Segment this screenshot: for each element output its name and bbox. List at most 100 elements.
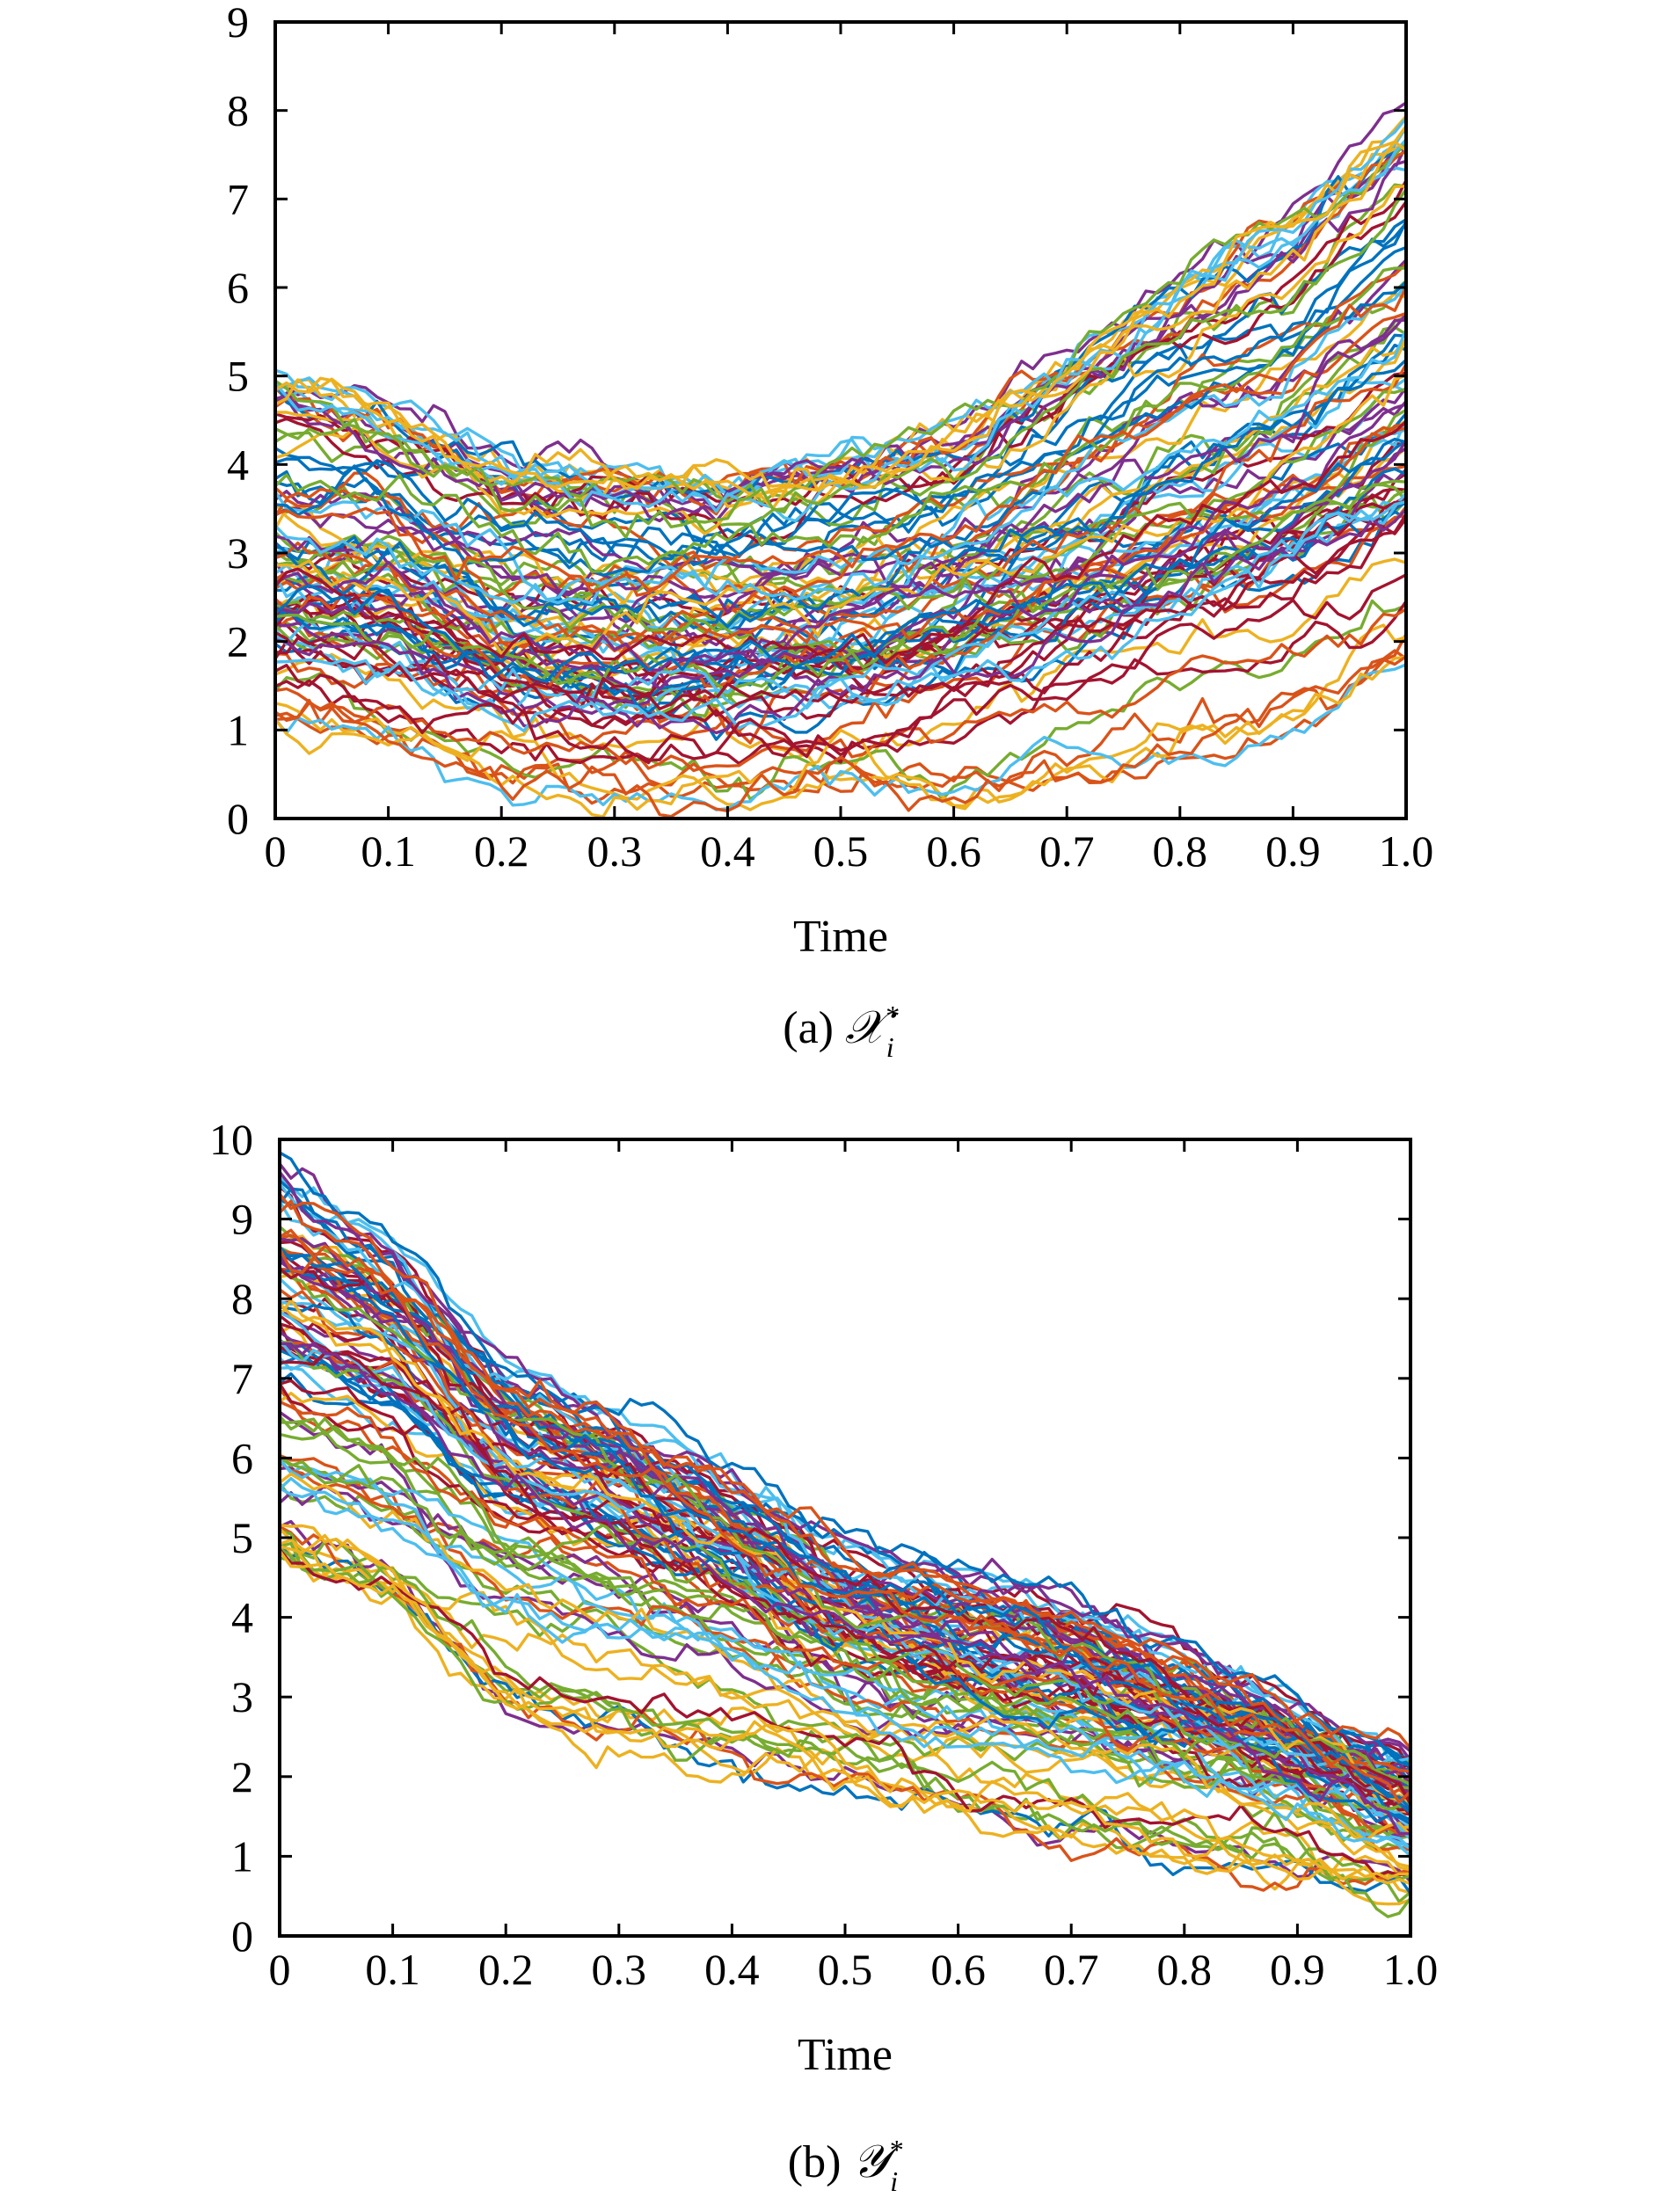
- sample-path-line: [278, 1472, 1412, 1843]
- x-tick-label: 0.4: [704, 1945, 760, 1994]
- panel-a-x-axis-title: Time: [793, 912, 888, 962]
- sample-path-line: [278, 1547, 1412, 1878]
- sample-path-line: [273, 608, 1408, 773]
- y-tick-label: 2: [227, 617, 249, 666]
- y-tick-label: 4: [231, 1593, 253, 1642]
- sample-path-line: [273, 159, 1408, 523]
- panel-b-axes: 0 0.1 0.2 0.3 0.4 0.5 0.6 0.7 0.8 0.9 1.0 0 1 2 3 4 5 6 7 8…: [209, 1115, 1438, 1994]
- sample-path-line: [273, 141, 1408, 505]
- sample-path-line: [278, 1151, 1412, 1768]
- x-tick-label: 0.1: [365, 1945, 420, 1994]
- sample-path-line: [278, 1182, 1412, 1770]
- sample-path-line: [273, 222, 1408, 566]
- y-tick-label: 3: [231, 1672, 253, 1721]
- x-tick-label: 0.3: [592, 1945, 647, 1994]
- sample-path-line: [273, 116, 1408, 499]
- sample-path-line: [273, 437, 1408, 684]
- sample-path-line: [273, 573, 1408, 765]
- sample-path-line: [278, 1533, 1412, 1886]
- y-tick-label: 1: [231, 1831, 253, 1881]
- y-tick-label: 6: [227, 263, 249, 312]
- y-tick-label: 5: [227, 352, 249, 401]
- sample-path-line: [278, 1268, 1412, 1786]
- sample-path-line: [278, 1351, 1412, 1805]
- sample-path-line: [273, 217, 1408, 558]
- sample-path-line: [273, 479, 1408, 694]
- sample-path-line: [273, 419, 1408, 665]
- sample-path-line: [273, 200, 1408, 547]
- x-tick-label: 0.8: [1157, 1945, 1213, 1994]
- sample-path-line: [273, 126, 1408, 497]
- x-tick-label: 0.2: [478, 1945, 534, 1994]
- y-tick-label: 9: [231, 1195, 253, 1244]
- sample-path-line: [273, 183, 1408, 535]
- sample-path-line: [278, 1487, 1412, 1841]
- y-tick-label: 7: [231, 1354, 253, 1403]
- sample-path-line: [273, 328, 1408, 605]
- sample-path-line: [273, 468, 1408, 715]
- sample-path-line: [278, 1549, 1412, 1881]
- y-tick-label: 0: [231, 1911, 253, 1961]
- sample-path-line: [278, 1400, 1412, 1837]
- sample-path-line: [278, 1170, 1412, 1753]
- sample-path-line: [273, 286, 1408, 593]
- sample-path-line: [273, 124, 1408, 498]
- x-tick-label: 0.9: [1270, 1945, 1325, 1994]
- x-tick-label: 0.5: [813, 826, 869, 876]
- sample-path-line: [278, 1430, 1412, 1813]
- y-tick-label: 2: [231, 1752, 253, 1801]
- y-tick-label: 7: [227, 174, 249, 223]
- x-tick-label: 0.7: [1039, 826, 1095, 876]
- y-tick-label: 9: [227, 0, 249, 47]
- x-tick-label: 0.3: [587, 826, 643, 876]
- panel-b-caption: (b) 𝒴* i: [788, 2134, 902, 2197]
- x-tick-label: 0.1: [361, 826, 416, 876]
- sample-path-line: [278, 1244, 1412, 1804]
- y-tick-label: 10: [209, 1115, 253, 1164]
- sample-path-line: [273, 600, 1408, 766]
- sample-path-line: [278, 1302, 1412, 1803]
- sample-path-line: [273, 500, 1408, 727]
- y-tick-label: 1: [227, 705, 249, 754]
- sample-path-line: [273, 655, 1408, 819]
- sample-path-line: [273, 266, 1408, 573]
- panel-a-line-series: [273, 101, 1408, 819]
- sample-path-line: [273, 655, 1408, 819]
- sample-path-line: [273, 283, 1408, 601]
- x-tick-label: 0.6: [926, 826, 981, 876]
- panel-a-chart: 0 0.1 0.2 0.3 0.4 0.5 0.6 0.7 0.8 0.9 1.0 0 1 2 3 4 5 6 7 8…: [227, 0, 1433, 962]
- panel-a-caption: (a) 𝒳* i: [783, 1000, 898, 1063]
- sample-path-line: [273, 371, 1408, 619]
- y-tick-label: 5: [231, 1513, 253, 1562]
- x-tick-label: 0.2: [474, 826, 529, 876]
- y-tick-label: 3: [227, 528, 249, 578]
- sample-path-line: [273, 513, 1408, 710]
- sample-path-line: [273, 505, 1408, 745]
- sample-path-line: [278, 1341, 1412, 1836]
- sample-path-line: [273, 362, 1408, 651]
- panel-b-x-axis-title: Time: [798, 2030, 893, 2080]
- y-tick-label: 6: [231, 1433, 253, 1482]
- panel-a-axes: 0 0.1 0.2 0.3 0.4 0.5 0.6 0.7 0.8 0.9 1.0 0 1 2 3 4 5 6 7 8…: [227, 0, 1433, 876]
- x-tick-label: 0.9: [1265, 826, 1321, 876]
- sample-path-line: [273, 663, 1408, 811]
- y-tick-label: 4: [227, 440, 249, 489]
- y-tick-label: 8: [231, 1274, 253, 1323]
- x-tick-label: 0.4: [700, 826, 755, 876]
- x-tick-label: 0.5: [818, 1945, 873, 1994]
- panel-b-line-series: [278, 1151, 1412, 1918]
- sample-path-line: [278, 1455, 1412, 1839]
- x-tick-label: 0.7: [1044, 1945, 1099, 1994]
- sample-path-line: [273, 374, 1408, 655]
- sample-path-line: [273, 280, 1408, 577]
- sample-path-line: [273, 507, 1408, 735]
- x-tick-label: 1.0: [1379, 826, 1434, 876]
- x-tick-label: 0: [269, 1945, 291, 1994]
- sample-path-line: [278, 1476, 1412, 1858]
- x-tick-label: 0: [265, 826, 287, 876]
- panel-b-chart: 0 0.1 0.2 0.3 0.4 0.5 0.6 0.7 0.8 0.9 1.0 0 1 2 3 4 5 6 7 8…: [209, 1115, 1438, 2080]
- x-tick-label: 1.0: [1383, 1945, 1439, 1994]
- sample-path-line: [278, 1199, 1412, 1750]
- sample-path-line: [273, 262, 1408, 571]
- sample-path-line: [273, 187, 1408, 539]
